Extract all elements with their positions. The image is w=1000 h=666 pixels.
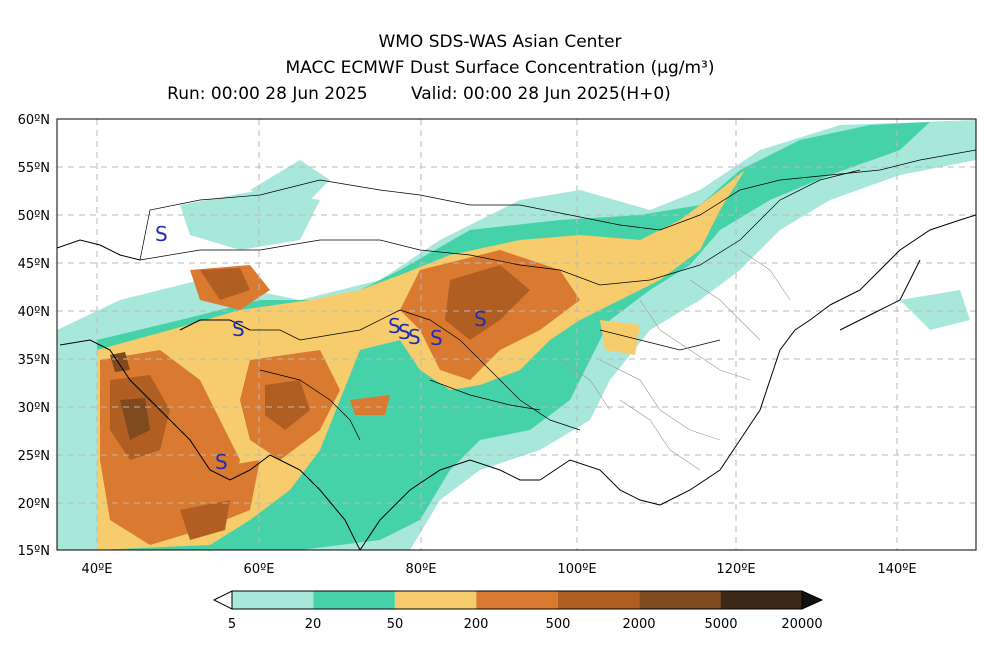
lat-label: 20ºN [18,497,50,512]
colorbar-high-arrow [801,590,824,610]
colorbar-swatch [639,591,721,609]
longitude-labels: 40ºE 60ºE 80ºE 100ºE 120ºE 140ºE [82,562,917,577]
colorbar-label: 20 [305,617,322,632]
latitude-labels: 60ºN 55ºN 50ºN 45ºN 40ºN 35ºN 30ºN 25ºN … [18,113,50,559]
lon-label: 60ºE [244,562,275,577]
lat-label: 30ºN [18,401,50,416]
colorbar-label: 5000 [704,617,737,632]
colorbar-label: 5 [228,617,236,632]
dust-source-marker: S [155,222,168,246]
lat-label: 45ºN [18,257,50,272]
lat-label: 25ºN [18,449,50,464]
lon-label: 120ºE [716,562,755,577]
dust-source-marker: S [430,326,443,350]
lat-label: 35ºN [18,353,50,368]
coastlines [57,214,976,550]
colorbar-swatch [476,591,558,609]
colorbar-swatch [232,591,314,609]
concentration-field-500-2000 [110,265,530,540]
chart-subtitle: MACC ECMWF Dust Surface Concentration (μ… [285,58,715,78]
lon-label: 100ºE [557,562,596,577]
lat-label: 40ºN [18,305,50,320]
run-time: Run: 00:00 28 Jun 2025 [167,84,368,104]
colorbar-label: 200 [464,617,489,632]
colorbar-swatch [394,591,477,609]
lat-label: 60ºN [18,113,50,128]
colorbar-low-arrow [212,590,233,610]
lat-label: 50ºN [18,209,50,224]
dust-source-markers: S S S S S S S S [155,222,487,474]
dust-source-marker: S [398,320,411,344]
colorbar-label: 500 [546,617,571,632]
run-valid-line: Run: 00:00 28 Jun 2025 Valid: 00:00 28 J… [0,84,1000,104]
dust-source-marker: S [408,325,421,349]
colorbar: 5 20 50 200 500 2000 5000 20000 [212,590,824,632]
valid-time: Valid: 00:00 28 Jun 2025(H+0) [410,84,671,104]
lon-label: 80ºE [406,562,437,577]
colorbar-label: 2000 [622,617,655,632]
graticule [57,119,976,550]
dust-source-marker: S [215,450,228,474]
lon-label: 40ºE [82,562,113,577]
map-frame [56,118,977,551]
country-borders [139,149,976,441]
dust-source-marker: S [232,317,245,341]
lat-label: 55ºN [18,161,50,176]
province-borders [559,249,791,471]
colorbar-swatch [313,591,395,609]
dust-source-marker: S [474,307,487,331]
colorbar-label: 20000 [781,617,822,632]
colorbar-swatch [557,591,640,609]
colorbar-label: 50 [387,617,404,632]
colorbar-swatch [720,591,802,609]
lat-label: 15ºN [18,544,50,559]
colorbar-frame [231,590,803,610]
chart-title: WMO SDS-WAS Asian Center [378,32,622,52]
dust-source-marker: S [388,314,401,338]
lon-label: 140ºE [877,562,916,577]
